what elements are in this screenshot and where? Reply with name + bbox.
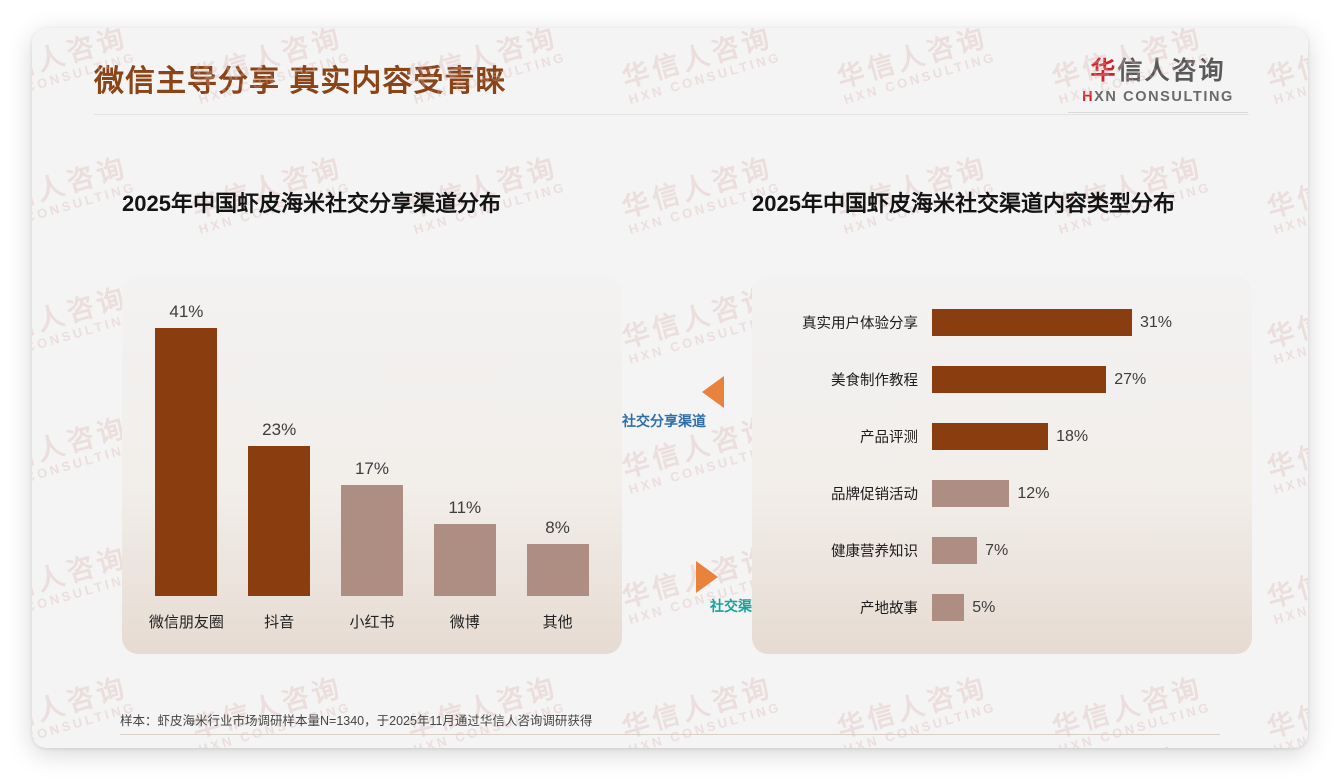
- bar-value-label: 41%: [169, 302, 204, 321]
- logo-chinese-text: 华信人咨询: [1068, 57, 1248, 86]
- left-chart-block: 2025年中国虾皮海米社交分享渠道分布 41% 微信朋友圈 23% 抖音 17% 小红书 1…: [122, 186, 622, 654]
- bar: [932, 423, 1049, 450]
- vertical-bar-item: 11% 微博: [433, 276, 496, 631]
- bar-value-label: 18%: [1056, 427, 1089, 445]
- header-divider: [94, 114, 1249, 115]
- bar-category-label: 真实用户体验分享: [802, 316, 918, 332]
- bar-value-label: 27%: [1114, 370, 1147, 388]
- right-chart-panel: 真实用户体验分享 31% 美食制作教程 27% 产品评测 18% 品牌促销活动 12% 健康营养…: [752, 276, 1252, 654]
- bar-value-label: 8%: [545, 517, 570, 537]
- vertical-bar-item: 41% 微信朋友圈: [149, 276, 224, 631]
- bar-category-label: 小红书: [349, 614, 395, 631]
- bar-category-label: 健康营养知识: [831, 544, 918, 560]
- bar-value-label: 31%: [1140, 313, 1173, 331]
- bar: [340, 484, 403, 596]
- bar: [932, 480, 1010, 507]
- bar-value-label: 17%: [354, 458, 389, 478]
- bar: [248, 445, 311, 596]
- bar-category-label: 美食制作教程: [831, 373, 918, 389]
- bar-value-label: 5%: [972, 598, 996, 616]
- horizontal-bar-item: 真实用户体验分享 31%: [752, 308, 1242, 338]
- bar-value-label: 12%: [1017, 484, 1050, 502]
- page-title: 微信主导分享 真实内容受青睐: [94, 65, 507, 98]
- triangle-right-icon: [696, 561, 718, 593]
- bar: [932, 594, 965, 621]
- logo-cn-rest: 信人咨询: [1117, 57, 1226, 85]
- bar: [526, 543, 589, 596]
- connector-item-share-channel: 社交分享渠道: [622, 376, 724, 431]
- triangle-left-icon: [702, 376, 724, 408]
- right-chart-title: 2025年中国虾皮海米社交渠道内容类型分布: [752, 191, 1175, 216]
- website-text: www.hxrcon.com: [1136, 746, 1230, 748]
- bar-category-label: 产品评测: [860, 430, 918, 446]
- bar-value-label: 23%: [262, 419, 297, 439]
- horizontal-bar-item: 美食制作教程 27%: [752, 365, 1242, 395]
- company-logo: 华信人咨询 HXN CONSULTING: [1068, 57, 1248, 113]
- bar-category-label: 抖音: [264, 614, 295, 631]
- left-chart-panel: 41% 微信朋友圈 23% 抖音 17% 小红书 11% 微博 8% 其他: [122, 276, 622, 654]
- bar-category-label: 品牌促销活动: [831, 487, 918, 503]
- bar-category-label: 其他: [542, 614, 573, 631]
- bar: [155, 328, 218, 596]
- logo-underline: [1068, 111, 1248, 113]
- bar: [932, 309, 1132, 336]
- logo-english-text: HXN CONSULTING: [1068, 89, 1248, 105]
- bar-value-label: 7%: [985, 541, 1009, 559]
- right-chart-block: 2025年中国虾皮海米社交渠道内容类型分布 真实用户体验分享 31% 美食制作教程 2…: [752, 186, 1252, 654]
- bar-value-label: 11%: [448, 498, 482, 518]
- bar: [433, 524, 496, 596]
- bar-category-label: 产地故事: [860, 601, 918, 617]
- footer-divider: [120, 734, 1220, 735]
- bar: [932, 537, 978, 564]
- bar: [932, 366, 1107, 393]
- bar-category-label: 微博: [449, 614, 480, 631]
- vertical-bar-item: 8% 其他: [526, 276, 589, 631]
- logo-en-rest: XN CONSULTING: [1094, 88, 1234, 105]
- slide-header: 微信主导分享 真实内容受青睐 华信人咨询 HXN CONSULTING: [32, 28, 1308, 118]
- vertical-bar-item: 23% 抖音: [248, 276, 311, 631]
- horizontal-bar-item: 产品评测 18%: [752, 422, 1242, 452]
- horizontal-bar-item: 产地故事 5%: [752, 593, 1242, 623]
- copyright-text: ©2026.1 HXR华信人咨询: [100, 746, 240, 748]
- vertical-bar-series: 41% 微信朋友圈 23% 抖音 17% 小红书 11% 微博 8% 其他: [140, 276, 604, 654]
- logo-en-prefix: H: [1082, 88, 1095, 105]
- vertical-bar-item: 17% 小红书: [340, 276, 403, 631]
- logo-cn-prefix: 华: [1090, 57, 1118, 85]
- horizontal-bar-series: 真实用户体验分享 31% 美食制作教程 27% 产品评测 18% 品牌促销活动 12% 健康营养…: [752, 276, 1252, 654]
- left-chart-title: 2025年中国虾皮海米社交分享渠道分布: [122, 191, 501, 216]
- connector-label-share-channel: 社交分享渠道: [622, 413, 706, 429]
- sample-note: 样本：虾皮海米行业市场调研样本量N=1340，于2025年11月通过华信人咨询调…: [120, 714, 593, 728]
- horizontal-bar-item: 品牌促销活动 12%: [752, 479, 1242, 509]
- horizontal-bar-item: 健康营养知识 7%: [752, 536, 1242, 566]
- bar-category-label: 微信朋友圈: [148, 614, 224, 631]
